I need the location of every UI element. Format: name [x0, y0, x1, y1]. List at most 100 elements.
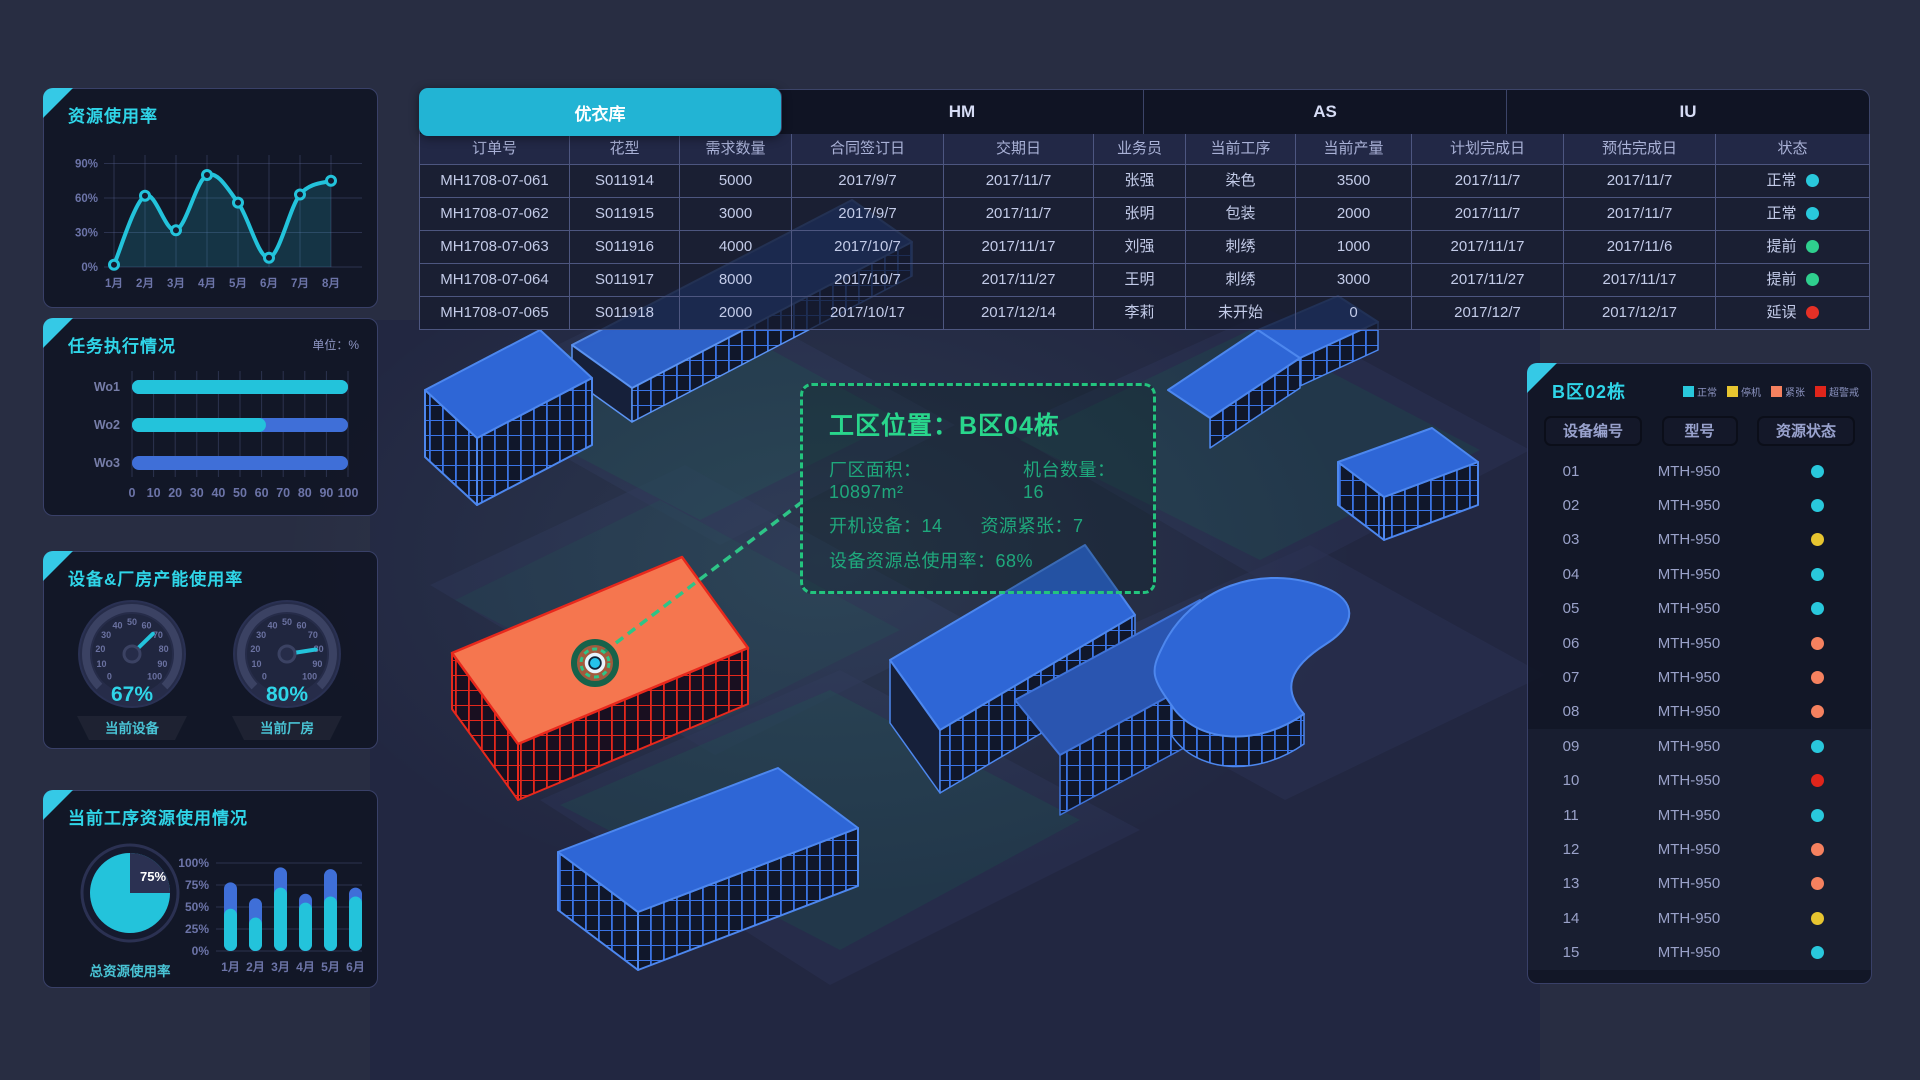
svg-text:50: 50 [233, 486, 247, 500]
tab-AS[interactable]: AS [1144, 90, 1507, 134]
table-cell: 刘强 [1094, 230, 1186, 263]
status-label: 正常 [1766, 205, 1797, 222]
table-cell: 2017/12/14 [944, 296, 1094, 329]
table-cell: 2017/11/6 [1564, 230, 1716, 263]
table-cell: 2017/12/7 [1412, 296, 1564, 329]
filter-button-1[interactable]: 设备编号 [1544, 416, 1642, 446]
svg-text:0: 0 [262, 672, 267, 682]
column-header: 合同签订日 [792, 134, 944, 164]
device-id: 05 [1562, 600, 1580, 618]
device-row[interactable]: 07 MTH-950 [1528, 660, 1871, 694]
device-row[interactable]: 04 MTH-950 [1528, 557, 1871, 591]
table-cell: 张强 [1094, 164, 1186, 197]
table-header-row: 订单号 花型 需求数量 合同签订日 交期日 业务员 当前工序 当前产量 计划完成日 预估完成日 状态 [420, 134, 1869, 164]
svg-text:100: 100 [302, 672, 317, 682]
table-row[interactable]: MH1708-07-064 S011917 8000 2017/10/7 2017/11… [420, 263, 1869, 296]
device-row[interactable]: 15 MTH-950 [1528, 935, 1871, 970]
device-status-dot [1811, 533, 1824, 547]
device-row[interactable]: 08 MTH-950 [1528, 695, 1871, 729]
table-row[interactable]: MH1708-07-063 S011916 4000 2017/10/7 2017/11… [420, 230, 1869, 263]
tooltip-connector [602, 500, 804, 654]
svg-text:0%: 0% [192, 944, 210, 958]
map-tooltip: 工区位置：B区04栋 厂区面积：10897m² 机台数量：16 开机设备：14 资源紧… [800, 383, 1156, 594]
device-status-dot [1811, 808, 1824, 822]
tab-优衣库[interactable]: 优衣库 [419, 88, 782, 136]
status-cell: 提前 [1716, 263, 1869, 296]
table-cell: 2017/11/7 [1564, 164, 1716, 197]
svg-text:当前设备: 当前设备 [105, 720, 159, 736]
filter-button-2[interactable]: 型号 [1661, 416, 1738, 446]
svg-text:0: 0 [129, 486, 136, 500]
table-cell: S011915 [570, 197, 680, 230]
legend-item: 正常 [1683, 384, 1717, 399]
status-label: 提前 [1766, 238, 1797, 255]
status-cell: 正常 [1716, 197, 1869, 230]
device-row[interactable]: 06 MTH-950 [1528, 626, 1871, 660]
svg-text:5月: 5月 [321, 960, 340, 974]
svg-text:1月: 1月 [221, 960, 240, 974]
svg-text:40: 40 [267, 620, 277, 630]
tab-HM[interactable]: HM [781, 90, 1144, 134]
filter-button-3[interactable]: 资源状态 [1757, 416, 1855, 446]
device-id: 07 [1562, 669, 1580, 687]
table-cell: MH1708-07-062 [420, 197, 570, 230]
column-header: 花型 [570, 134, 680, 164]
table-cell: 8000 [680, 263, 792, 296]
device-status-dot [1811, 877, 1824, 891]
device-model: MTH-950 [1657, 840, 1721, 858]
tooltip-stat: 资源紧张：7 [980, 516, 1084, 536]
device-id: 12 [1562, 840, 1580, 858]
table-row[interactable]: MH1708-07-065 S011918 2000 2017/10/17 2017/1… [420, 296, 1869, 329]
device-status-dot [1811, 946, 1824, 960]
tooltip-stat: 厂区面积：10897m² [829, 460, 922, 502]
device-status-panel: B区02栋 正常 停机 紧张 超警戒 设备编号 型号 资源状态 01 MTH-950 02 MT… [1527, 363, 1872, 984]
corner-accent [43, 790, 73, 820]
device-row[interactable]: 01 MTH-950 [1528, 454, 1871, 488]
tooltip-stat-row: 厂区面积：10897m² 机台数量：16 [829, 456, 1129, 503]
device-model: MTH-950 [1657, 772, 1721, 790]
svg-text:50: 50 [282, 617, 292, 627]
device-row[interactable]: 02 MTH-950 [1528, 488, 1871, 522]
building-marker[interactable] [571, 639, 619, 687]
device-row[interactable]: 11 MTH-950 [1528, 797, 1871, 833]
device-row[interactable]: 13 MTH-950 [1528, 866, 1871, 902]
table-cell: 3000 [680, 197, 792, 230]
device-status-dot [1811, 911, 1824, 925]
svg-text:70: 70 [308, 630, 318, 640]
device-model: MTH-950 [1657, 703, 1721, 721]
table-row[interactable]: MH1708-07-062 S011915 3000 2017/9/7 2017/11/… [420, 197, 1869, 230]
device-row[interactable]: 12 MTH-950 [1528, 832, 1871, 867]
highlighted-building[interactable] [450, 555, 750, 801]
svg-text:50%: 50% [185, 900, 209, 914]
device-row[interactable]: 14 MTH-950 [1528, 901, 1871, 936]
svg-text:4月: 4月 [296, 960, 315, 974]
device-row[interactable]: 10 MTH-950 [1528, 763, 1871, 798]
device-column-buttons: 设备编号 型号 资源状态 [1528, 410, 1871, 450]
table-cell: 3500 [1296, 164, 1412, 197]
table-cell: 未开始 [1186, 296, 1296, 329]
legend-label: 紧张 [1785, 387, 1805, 399]
device-row[interactable]: 03 MTH-950 [1528, 523, 1871, 557]
column-header: 状态 [1716, 134, 1869, 164]
device-row[interactable]: 09 MTH-950 [1528, 729, 1871, 764]
svg-text:40: 40 [112, 620, 122, 630]
tab-IU[interactable]: IU [1679, 102, 1697, 121]
table-cell: 染色 [1186, 164, 1296, 197]
svg-text:60: 60 [142, 620, 152, 630]
table-cell: 2017/12/17 [1564, 296, 1716, 329]
tooltip-stat: 设备资源总使用率：68% [829, 551, 1034, 571]
table-row[interactable]: MH1708-07-061 S011914 5000 2017/9/7 2017/11/… [420, 164, 1869, 197]
svg-text:Wo1: Wo1 [94, 380, 120, 394]
status-cell: 延误 [1716, 296, 1869, 329]
tooltip-stat-row: 设备资源总使用率：68% [829, 547, 1129, 573]
svg-text:60: 60 [297, 620, 307, 630]
device-status-dot [1811, 739, 1824, 753]
table-cell: 0 [1296, 296, 1412, 329]
panel-capacity-gauges: 设备&厂房产能使用率 0 10 20 30 40 50 60 70 80 90 100 67% 当前设备… [43, 551, 378, 749]
device-model: MTH-950 [1657, 497, 1721, 515]
table-cell: 张明 [1094, 197, 1186, 230]
line-chart: 0% 30% 60% 90% 1月 2月 3月 4月 5月 6月 7月 8月 [75, 155, 362, 290]
device-row[interactable]: 05 MTH-950 [1528, 592, 1871, 626]
